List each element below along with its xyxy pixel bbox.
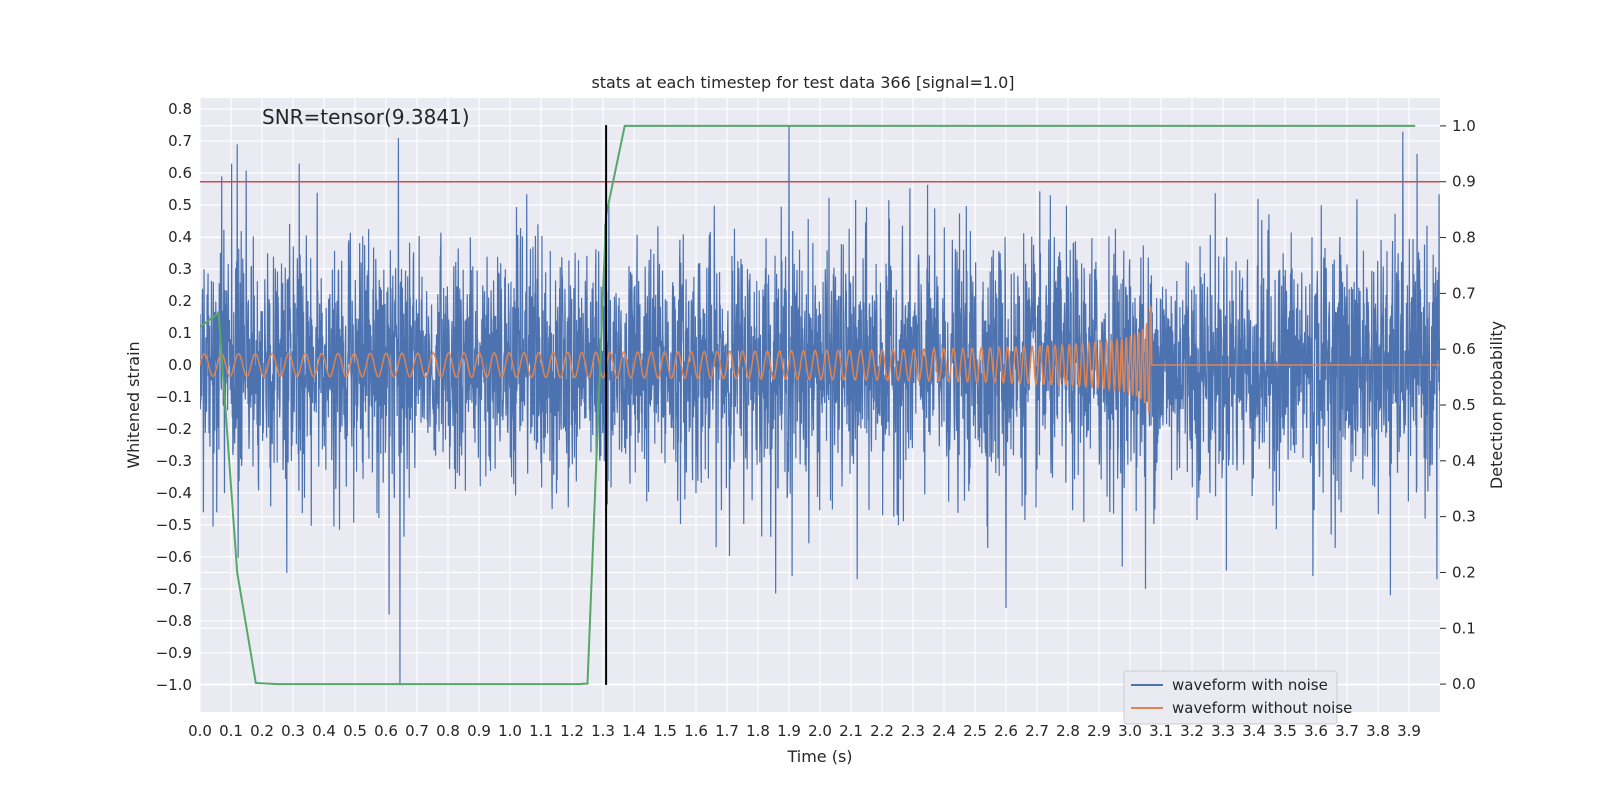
y-tick-label: −0.7 <box>156 580 192 598</box>
x-tick-label: 1.0 <box>498 722 522 740</box>
y-tick-label: −0.5 <box>156 516 192 534</box>
y-tick-label: 0.7 <box>168 132 192 150</box>
y-tick-label: 0.6 <box>168 164 192 182</box>
y2-tick-label: 0.4 <box>1452 452 1476 470</box>
y-tick-label: −0.8 <box>156 612 192 630</box>
y-tick-label: 0.8 <box>168 100 192 118</box>
x-tick-label: 2.9 <box>1087 722 1111 740</box>
y-tick-label: 0.1 <box>168 324 192 342</box>
x-tick-label: 1.8 <box>746 722 770 740</box>
y2-axis-ticks: 1.0 0.9 0.8 0.7 0.6 0.5 0.4 0.3 0.2 0.1 0.0 <box>1440 117 1476 693</box>
y2-tick-label: 0.3 <box>1452 508 1476 526</box>
series-line-clean <box>200 305 1440 413</box>
x-tick-label: 3.5 <box>1273 722 1297 740</box>
x-tick-label: 0.6 <box>374 722 398 740</box>
y-tick-label: 0.4 <box>168 228 192 246</box>
y-tick-label: −1.0 <box>156 676 192 694</box>
x-tick-label: 1.1 <box>529 722 553 740</box>
y-tick-label: −0.9 <box>156 644 192 662</box>
x-tick-label: 3.7 <box>1335 722 1359 740</box>
x-tick-label: 0.4 <box>312 722 336 740</box>
y-tick-label: −0.2 <box>156 420 192 438</box>
x-tick-label: 2.3 <box>901 722 925 740</box>
chart-title: stats at each timestep for test data 366… <box>591 73 1014 92</box>
y2-tick-label: 0.2 <box>1452 563 1476 581</box>
x-tick-label: 1.7 <box>715 722 739 740</box>
x-tick-label: 0.2 <box>250 722 274 740</box>
y-tick-label: 0.3 <box>168 260 192 278</box>
y2-tick-label: 0.1 <box>1452 619 1476 637</box>
y2-tick-label: 0.9 <box>1452 173 1476 191</box>
y-tick-label: 0.0 <box>168 356 192 374</box>
y2-tick-label: 0.6 <box>1452 340 1476 358</box>
y2-tick-label: 0.8 <box>1452 229 1476 247</box>
x-tick-label: 0.1 <box>219 722 243 740</box>
x-tick-label: 0.9 <box>467 722 491 740</box>
legend-label-noisy: waveform with noise <box>1172 676 1328 694</box>
y-tick-label: −0.6 <box>156 548 192 566</box>
x-tick-label: 1.3 <box>591 722 615 740</box>
x-tick-label: 0.8 <box>436 722 460 740</box>
y2-tick-label: 0.5 <box>1452 396 1476 414</box>
x-tick-label: 3.0 <box>1118 722 1142 740</box>
legend-label-clean: waveform without noise <box>1172 699 1352 717</box>
y2-axis-label: Detection probability <box>1487 321 1506 489</box>
y-tick-label: −0.3 <box>156 452 192 470</box>
x-axis-label: Time (s) <box>786 747 852 766</box>
legend: waveform with noise waveform without noi… <box>1123 670 1352 725</box>
x-tick-label: 2.5 <box>963 722 987 740</box>
series-line-probability <box>200 124 1416 686</box>
x-tick-label: 2.4 <box>932 722 956 740</box>
y-axis-ticks: 0.8 0.7 0.6 0.5 0.4 0.3 0.2 0.1 0.0 −0.1 −0.2 −0.3 −… <box>156 100 192 694</box>
x-tick-label: 3.1 <box>1149 722 1173 740</box>
y-tick-label: 0.2 <box>168 292 192 310</box>
x-tick-label: 2.1 <box>839 722 863 740</box>
x-tick-label: 3.6 <box>1304 722 1328 740</box>
y-tick-label: −0.1 <box>156 388 192 406</box>
x-tick-label: 1.2 <box>560 722 584 740</box>
x-tick-label: 1.4 <box>622 722 646 740</box>
y-tick-label: −0.4 <box>156 484 192 502</box>
x-tick-label: 2.2 <box>870 722 894 740</box>
x-axis-ticks: 0.0 0.1 0.2 0.3 0.4 0.5 0.6 0.7 0.8 0.9 1.0 1.1 1.2 1… <box>188 722 1421 740</box>
y2-tick-label: 0.7 <box>1452 284 1476 302</box>
y2-tick-label: 0.0 <box>1452 675 1476 693</box>
x-tick-label: 3.8 <box>1366 722 1390 740</box>
x-tick-label: 3.9 <box>1397 722 1421 740</box>
x-tick-label: 0.3 <box>281 722 305 740</box>
x-tick-label: 0.5 <box>343 722 367 740</box>
x-tick-label: 1.9 <box>777 722 801 740</box>
series-layer <box>200 124 1440 686</box>
x-tick-label: 3.2 <box>1180 722 1204 740</box>
x-tick-label: 0.7 <box>405 722 429 740</box>
x-tick-label: 2.6 <box>994 722 1018 740</box>
x-tick-label: 2.8 <box>1056 722 1080 740</box>
y-axis-label: Whitened strain <box>124 341 143 468</box>
y2-tick-label: 1.0 <box>1452 117 1476 135</box>
x-tick-label: 0.0 <box>188 722 212 740</box>
snr-annotation: SNR=tensor(9.3841) <box>262 105 470 129</box>
x-tick-label: 2.0 <box>808 722 832 740</box>
legend-box <box>1123 670 1338 725</box>
y-tick-label: 0.5 <box>168 196 192 214</box>
x-tick-label: 1.6 <box>684 722 708 740</box>
x-tick-label: 3.3 <box>1211 722 1235 740</box>
x-tick-label: 1.5 <box>653 722 677 740</box>
x-tick-label: 2.7 <box>1025 722 1049 740</box>
x-tick-label: 3.4 <box>1242 722 1266 740</box>
